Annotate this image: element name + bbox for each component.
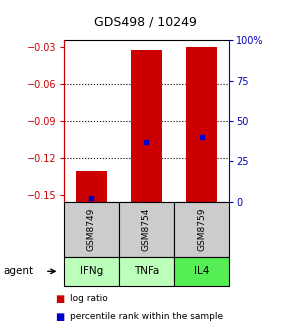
- Bar: [186, 46, 217, 202]
- Text: GSM8759: GSM8759: [197, 208, 206, 251]
- Text: IFNg: IFNg: [80, 266, 103, 276]
- Text: GDS498 / 10249: GDS498 / 10249: [94, 15, 196, 28]
- Text: log ratio: log ratio: [70, 294, 107, 303]
- Bar: [76, 171, 106, 202]
- Text: GSM8749: GSM8749: [87, 208, 96, 251]
- Text: GSM8754: GSM8754: [142, 208, 151, 251]
- Text: ■: ■: [55, 294, 64, 304]
- Text: ■: ■: [55, 312, 64, 323]
- Text: TNFa: TNFa: [134, 266, 159, 276]
- Text: agent: agent: [3, 266, 33, 276]
- Text: IL4: IL4: [194, 266, 209, 276]
- Bar: [131, 50, 162, 202]
- Text: percentile rank within the sample: percentile rank within the sample: [70, 312, 223, 322]
